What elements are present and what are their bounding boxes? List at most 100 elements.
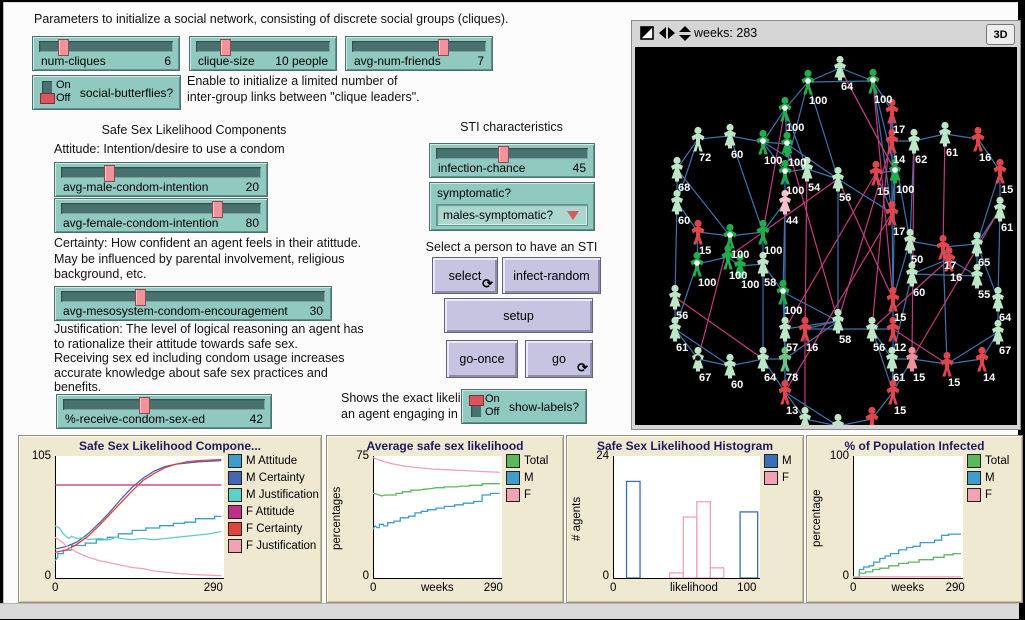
slider-handle[interactable] xyxy=(104,165,115,182)
symptomatic-chooser[interactable]: symptomatic? males-symptomatic? xyxy=(429,182,595,231)
chooser-value-box[interactable]: males-symptomatic? xyxy=(436,204,588,226)
switch-track[interactable] xyxy=(469,395,484,417)
slider-handle[interactable] xyxy=(138,397,150,414)
network-node[interactable] xyxy=(778,96,792,122)
network-node[interactable] xyxy=(734,253,746,279)
go-button[interactable]: go ⟳ xyxy=(525,340,593,378)
network-node[interactable] xyxy=(940,351,954,377)
network-node[interactable] xyxy=(692,346,704,372)
network-node[interactable] xyxy=(778,379,792,405)
network-node[interactable] xyxy=(992,286,1004,312)
slider-handle[interactable] xyxy=(135,289,147,306)
3d-button[interactable]: 3D xyxy=(986,24,1015,45)
network-node[interactable] xyxy=(776,279,790,305)
select-button[interactable]: select ⟳ xyxy=(432,257,498,294)
switch-track[interactable] xyxy=(40,81,55,104)
go-once-button[interactable]: go-once xyxy=(446,340,518,378)
receive-condom-sex-ed-slider[interactable]: %-receive-condom-sex-ed 42 xyxy=(56,394,272,429)
social-butterflies-switch[interactable]: On Off social-butterflies? xyxy=(32,75,181,110)
avg-mesosystem-slider[interactable]: avg-mesosystem-condom-encouragement 30 xyxy=(54,286,332,321)
network-node[interactable] xyxy=(865,406,879,432)
network-node[interactable] xyxy=(886,346,898,372)
network-node[interactable] xyxy=(993,158,1007,184)
network-node[interactable] xyxy=(869,160,883,186)
vertical-resize-icon[interactable] xyxy=(678,26,692,41)
network-node[interactable] xyxy=(669,284,681,310)
network-node[interactable] xyxy=(834,55,846,81)
network-node[interactable] xyxy=(801,156,813,182)
network-node[interactable] xyxy=(885,98,899,124)
network-node[interactable] xyxy=(671,189,683,215)
network-node[interactable] xyxy=(779,189,791,215)
network-node[interactable] xyxy=(756,219,770,245)
network-node[interactable] xyxy=(908,128,920,154)
network-node[interactable] xyxy=(971,126,985,152)
slider-groove[interactable] xyxy=(61,289,325,306)
chevron-down-icon[interactable] xyxy=(567,211,579,220)
network-node[interactable] xyxy=(975,346,989,372)
network-node[interactable] xyxy=(866,316,878,342)
slider-groove[interactable] xyxy=(352,39,486,56)
infection-chance-slider[interactable]: infection-chance 45 xyxy=(429,143,595,178)
network-node[interactable] xyxy=(889,158,901,184)
network-node[interactable] xyxy=(939,121,951,147)
slider-groove[interactable] xyxy=(436,146,588,163)
network-node[interactable] xyxy=(779,316,791,342)
network-node[interactable] xyxy=(757,251,769,277)
network-node[interactable] xyxy=(832,413,844,439)
network-node[interactable] xyxy=(669,316,681,342)
horizontal-resize-icon[interactable] xyxy=(659,26,675,41)
network-node[interactable] xyxy=(886,379,900,405)
network-node[interactable] xyxy=(721,244,735,270)
slider-handle[interactable] xyxy=(220,39,232,56)
network-node[interactable] xyxy=(723,223,737,249)
network-node[interactable] xyxy=(756,129,770,155)
network-node[interactable] xyxy=(906,346,918,372)
network-node[interactable] xyxy=(757,346,769,372)
avg-num-friends-slider[interactable]: avg-num-friends 7 xyxy=(345,36,493,71)
network-node[interactable] xyxy=(832,166,844,192)
network-node[interactable] xyxy=(781,131,793,157)
network-node[interactable] xyxy=(691,126,705,152)
slider-groove[interactable] xyxy=(61,201,261,218)
num-cliques-slider[interactable]: num-cliques 6 xyxy=(32,36,180,71)
watch-icon[interactable] xyxy=(640,26,655,41)
network-node[interactable] xyxy=(904,228,916,254)
network-node[interactable] xyxy=(724,353,736,379)
switch-knob[interactable] xyxy=(469,395,484,406)
network-node[interactable] xyxy=(886,316,900,342)
slider-groove[interactable] xyxy=(39,39,173,56)
slider-groove[interactable] xyxy=(63,397,265,414)
network-node[interactable] xyxy=(690,251,704,277)
avg-female-condom-intention-slider[interactable]: avg-female-condom-intention 80 xyxy=(54,198,268,233)
network-node[interactable] xyxy=(671,156,683,182)
network-node[interactable] xyxy=(885,128,899,154)
clique-size-slider[interactable]: clique-size 10 people xyxy=(189,36,337,71)
network-node[interactable] xyxy=(906,261,918,287)
network-node[interactable] xyxy=(778,159,792,185)
network-node[interactable] xyxy=(778,346,792,372)
network-node[interactable] xyxy=(799,406,811,432)
network-node[interactable] xyxy=(724,123,736,149)
slider-groove[interactable] xyxy=(196,39,330,56)
network-node[interactable] xyxy=(832,308,844,334)
slider-handle[interactable] xyxy=(438,39,450,56)
network-node[interactable] xyxy=(885,200,899,226)
slider-handle[interactable] xyxy=(58,39,70,56)
network-node[interactable] xyxy=(971,231,983,257)
switch-knob[interactable] xyxy=(40,93,55,104)
network-node[interactable] xyxy=(971,263,983,289)
setup-button[interactable]: setup xyxy=(444,298,593,333)
network-node[interactable] xyxy=(992,319,1004,345)
network-node[interactable] xyxy=(691,219,705,245)
slider-groove[interactable] xyxy=(61,165,261,182)
slider-handle[interactable] xyxy=(497,146,509,163)
network-node[interactable] xyxy=(942,246,956,272)
network-node[interactable] xyxy=(798,316,812,342)
network-node[interactable] xyxy=(801,69,815,95)
show-labels-switch[interactable]: On Off show-labels? xyxy=(461,389,587,424)
network-node[interactable] xyxy=(866,68,880,94)
infect-random-button[interactable]: infect-random xyxy=(502,257,601,294)
network-node[interactable] xyxy=(994,196,1006,222)
avg-male-condom-intention-slider[interactable]: avg-male-condom-intention 20 xyxy=(54,162,268,197)
